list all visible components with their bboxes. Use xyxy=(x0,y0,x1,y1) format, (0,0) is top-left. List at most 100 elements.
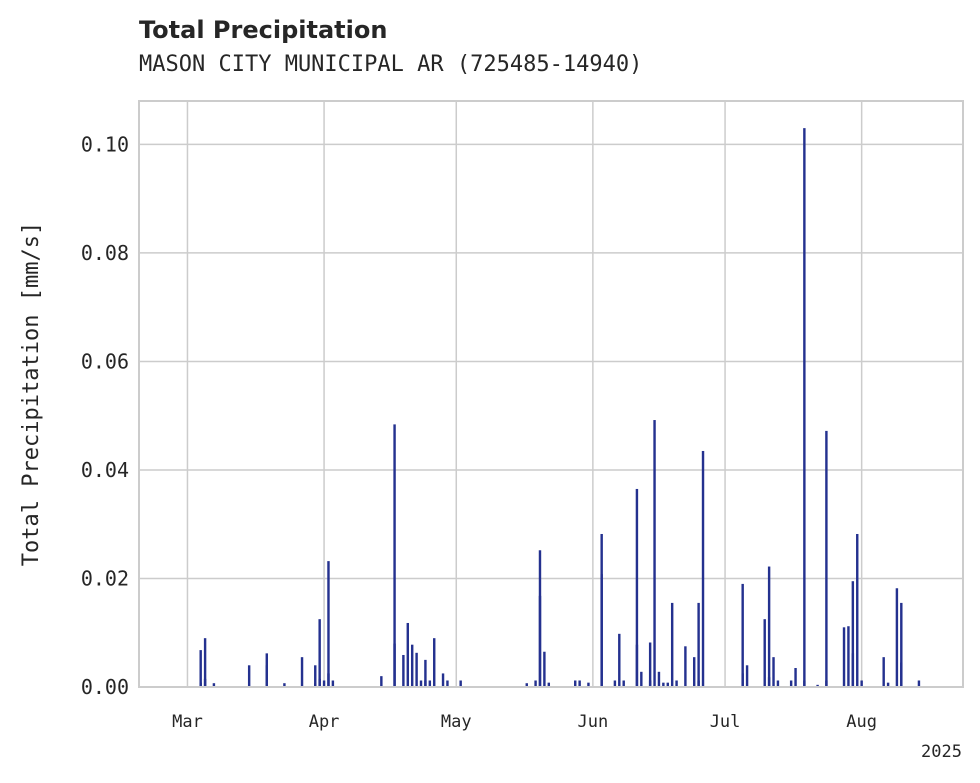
precipitation-bar xyxy=(393,424,396,687)
y-tick-label: 0.10 xyxy=(81,132,129,156)
precipitation-bar xyxy=(675,680,678,687)
plot-frame xyxy=(138,100,964,688)
x-tick-label: Apr xyxy=(309,712,340,732)
precipitation-bar xyxy=(816,684,819,687)
precipitation-bar xyxy=(534,680,537,687)
precipitation-bar xyxy=(917,680,921,687)
precipitation-bar xyxy=(322,680,326,687)
precipitation-bar xyxy=(767,566,771,687)
precipitation-bar xyxy=(331,680,335,687)
precipitation-bar xyxy=(459,680,462,687)
y-axis-label: Total Precipitation [mm/s] xyxy=(19,222,44,566)
precipitation-bar xyxy=(860,680,863,687)
precipitation-bar xyxy=(794,668,797,687)
y-tick-label: 0.00 xyxy=(81,675,129,699)
precipitation-bar xyxy=(684,646,687,687)
precipitation-bar xyxy=(895,588,899,687)
y-tick-label: 0.04 xyxy=(81,458,129,482)
precipitation-bar xyxy=(666,682,669,687)
precipitation-bar xyxy=(402,654,405,687)
x-tick-label: Jul xyxy=(710,712,741,732)
precipitation-bar xyxy=(635,488,639,687)
precipitation-bar xyxy=(380,676,383,687)
precipitation-bar xyxy=(618,633,621,687)
y-tick-label: 0.02 xyxy=(81,566,129,590)
precipitation-bar xyxy=(613,680,617,687)
precipitation-bar xyxy=(657,671,661,687)
precipitation-bar xyxy=(825,430,828,687)
precipitation-bar xyxy=(314,665,317,687)
precipitation-bar xyxy=(776,680,780,687)
precipitation-bar xyxy=(701,450,705,687)
x-tick-label: Jun xyxy=(578,712,609,732)
precipitation-bar xyxy=(803,128,806,687)
precipitation-bar xyxy=(247,665,251,687)
precipitation-bar xyxy=(419,680,423,687)
precipitation-bar xyxy=(842,627,846,687)
grid-lines xyxy=(139,101,963,688)
x-tick-label: Aug xyxy=(846,712,877,732)
precipitation-bar xyxy=(662,682,665,687)
x-axis-year-label: 2025 xyxy=(921,742,962,762)
precipitation-bar xyxy=(538,550,542,687)
precipitation-bar xyxy=(851,653,855,687)
precipitation-bar xyxy=(741,583,744,687)
precipitation-bar xyxy=(697,680,700,687)
precipitation-bar xyxy=(318,678,321,687)
x-tick-label: May xyxy=(441,712,472,732)
precipitation-bar xyxy=(697,602,700,687)
precipitation-bar xyxy=(767,677,771,687)
precipitation-bar xyxy=(847,626,850,687)
precipitation-bar xyxy=(406,622,410,687)
y-axis-ticks: 0.00 0.02 0.04 0.06 0.08 0.10 xyxy=(81,132,129,699)
x-tick-label: Mar xyxy=(172,712,203,732)
precipitation-bar xyxy=(856,533,859,687)
precipitation-bar xyxy=(900,602,903,687)
precipitation-bar xyxy=(428,680,432,687)
precipitation-bar xyxy=(640,671,643,687)
precipitation-bar xyxy=(525,683,528,687)
precipitation-bar xyxy=(300,657,304,687)
precipitation-bar xyxy=(851,581,855,687)
precipitation-bar xyxy=(587,682,590,687)
precipitation-bar xyxy=(670,602,674,687)
precipitation-bar xyxy=(600,574,603,687)
precipitation-bar xyxy=(265,665,268,687)
precipitation-bar xyxy=(772,657,775,687)
precipitation-bar xyxy=(410,644,414,687)
precipitation-bar xyxy=(578,680,581,687)
precipitation-bar xyxy=(212,683,216,687)
precipitation-bar xyxy=(203,678,207,687)
precipitation-bar xyxy=(622,680,625,687)
precipitation-bar xyxy=(547,682,551,687)
precipitation-bar xyxy=(441,673,445,687)
precipitation-bar xyxy=(900,662,903,687)
precipitation-bar xyxy=(692,657,696,687)
x-axis-ticks: Mar Apr May Jun Jul Aug xyxy=(172,712,877,732)
precipitation-bar xyxy=(327,561,330,687)
precipitation-bar xyxy=(653,420,656,687)
precipitation-bar xyxy=(203,638,207,687)
precipitation-bar xyxy=(745,665,749,687)
precipitation-bar xyxy=(648,680,652,687)
precipitation-bar xyxy=(543,651,546,687)
precipitation-bar xyxy=(318,619,321,687)
precipitation-bar xyxy=(574,680,577,687)
precipitation-bar xyxy=(283,683,286,687)
precipitation-bar xyxy=(199,650,202,687)
precipitation-bar xyxy=(433,638,436,687)
precipitation-bar xyxy=(882,657,885,687)
precipitation-bar xyxy=(763,619,766,687)
precipitation-bar xyxy=(446,680,449,687)
chart-title: Total Precipitation xyxy=(139,16,388,44)
precipitation-bar xyxy=(648,642,652,687)
y-tick-label: 0.08 xyxy=(81,241,129,265)
chart-subtitle: MASON CITY MUNICIPAL AR (725485-14940) xyxy=(139,52,643,77)
precipitation-bar xyxy=(424,659,427,687)
precipitation-bar xyxy=(886,682,890,687)
precipitation-bar xyxy=(789,680,793,687)
precipitation-bars xyxy=(199,128,921,687)
precipitation-bar xyxy=(415,652,418,687)
y-tick-label: 0.06 xyxy=(81,349,129,373)
